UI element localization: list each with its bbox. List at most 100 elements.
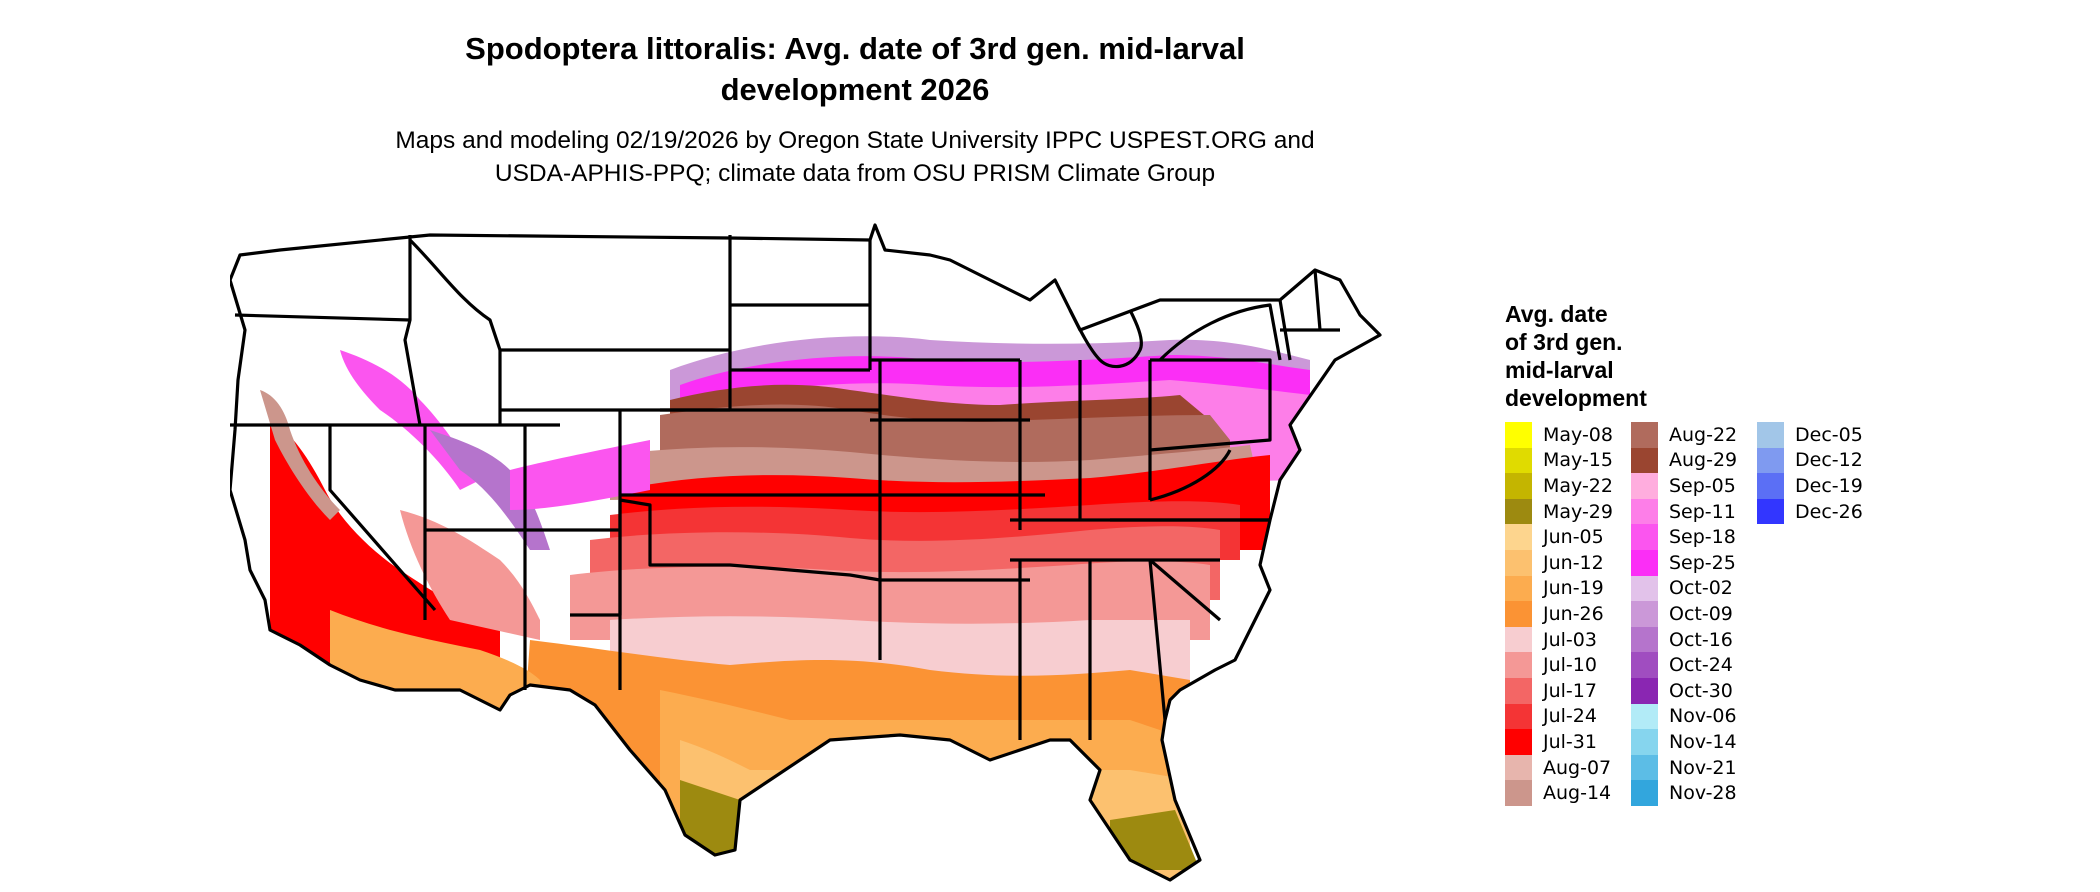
border-ga: [1148, 559, 1167, 721]
legend-item: Dec-05: [1757, 422, 1883, 448]
legend-item: Jun-05: [1505, 524, 1631, 550]
legend-label: Dec-26: [1795, 500, 1863, 523]
legend-item: Aug-07: [1505, 754, 1631, 781]
legend-swatch: [1631, 601, 1658, 627]
legend: Avg. date of 3rd gen. mid-larval develop…: [1505, 300, 1883, 806]
legend-title-line: Avg. date: [1505, 301, 1608, 327]
legend-title: Avg. date of 3rd gen. mid-larval develop…: [1505, 300, 1725, 412]
state-boundaries: [230, 223, 1382, 882]
legend-swatch: [1631, 524, 1658, 550]
legend-label: May-29: [1543, 500, 1613, 523]
legend-item: Sep-18: [1631, 524, 1757, 550]
legend-label: Oct-09: [1669, 602, 1733, 625]
legend-label: Aug-14: [1543, 782, 1612, 805]
legend-item: Oct-24: [1631, 652, 1757, 678]
border-ok-tx: [619, 498, 881, 582]
legend-swatch: [1505, 524, 1532, 550]
legend-column: May-08 May-15 May-22 May-29 Jun-05 Jun-12 Jun-…: [1505, 422, 1631, 806]
legend-column: Dec-05 Dec-12 Dec-19 Dec-26: [1757, 422, 1883, 806]
legend-column: Aug-22 Aug-29 Sep-05 Sep-11 Sep-18 Sep-25 Oct-…: [1631, 422, 1757, 806]
legend-item: Aug-14: [1505, 780, 1631, 806]
legend-item: May-22: [1505, 473, 1631, 499]
legend-item: May-15: [1505, 447, 1631, 474]
legend-swatch: [1631, 447, 1658, 474]
legend-item: Jul-31: [1505, 729, 1631, 755]
legend-swatch: [1631, 703, 1658, 730]
legend-swatch: [1505, 601, 1532, 627]
legend-item: Dec-26: [1757, 498, 1883, 525]
legend-swatch: [1505, 780, 1532, 806]
legend-swatch: [1757, 447, 1784, 474]
legend-label: Jul-17: [1543, 679, 1597, 702]
legend-item: Jun-19: [1505, 575, 1631, 602]
legend-columns: May-08 May-15 May-22 May-29 Jun-05 Jun-12 Jun-…: [1505, 422, 1883, 806]
legend-swatch: [1505, 703, 1532, 730]
legend-label: May-15: [1543, 449, 1613, 472]
legend-swatch: [1505, 652, 1532, 678]
legend-swatch: [1757, 473, 1784, 499]
us-degree-day-map: [230, 223, 1382, 882]
legend-label: Nov-21: [1669, 756, 1737, 779]
legend-item: Jun-26: [1505, 601, 1631, 627]
legend-label: Sep-11: [1669, 500, 1736, 523]
legend-item: Sep-11: [1631, 498, 1757, 525]
legend-label: Jun-26: [1543, 602, 1604, 625]
legend-swatch: [1505, 729, 1532, 755]
legend-item: Nov-14: [1631, 729, 1757, 755]
legend-item: Sep-05: [1631, 473, 1757, 499]
legend-label: Sep-25: [1669, 551, 1736, 574]
legend-label: Oct-16: [1669, 628, 1733, 651]
border-ca-nv: [328, 425, 437, 612]
map-title-line-2: development 2026: [720, 72, 990, 107]
legend-label: May-08: [1543, 423, 1613, 446]
legend-item: Dec-19: [1757, 473, 1883, 499]
legend-label: Nov-06: [1669, 705, 1737, 728]
map-subtitle: Maps and modeling 02/19/2026 by Oregon S…: [280, 124, 1430, 190]
map-subtitle-line-1: Maps and modeling 02/19/2026 by Oregon S…: [395, 127, 1315, 154]
band-nm-magenta: [510, 440, 650, 510]
legend-swatch: [1505, 422, 1532, 448]
legend-swatch: [1757, 422, 1784, 448]
legend-item: Jul-10: [1505, 652, 1631, 678]
legend-swatch: [1631, 575, 1658, 602]
legend-label: Nov-28: [1669, 782, 1737, 805]
legend-swatch: [1631, 626, 1658, 653]
legend-item: May-29: [1505, 498, 1631, 525]
legend-swatch: [1631, 677, 1658, 704]
legend-item: Nov-28: [1631, 780, 1757, 806]
legend-label: Dec-05: [1795, 423, 1863, 446]
legend-item: Nov-06: [1631, 703, 1757, 730]
map-title-line-1: Spodoptera littoralis: Avg. date of 3rd …: [465, 31, 1245, 66]
legend-label: Jul-03: [1543, 628, 1597, 651]
legend-label: Jul-24: [1543, 705, 1597, 728]
border-tx-panhandle: [570, 500, 622, 617]
legend-swatch: [1631, 473, 1658, 499]
legend-label: Dec-19: [1795, 474, 1863, 497]
legend-label: Sep-05: [1669, 474, 1736, 497]
legend-item: Jul-03: [1505, 626, 1631, 653]
legend-swatch: [1505, 754, 1532, 781]
legend-label: Dec-12: [1795, 449, 1863, 472]
border-ga-sc: [1148, 558, 1222, 622]
border-ny: [1158, 303, 1282, 362]
legend-label: Jul-31: [1543, 730, 1597, 753]
legend-label: Sep-18: [1669, 526, 1736, 549]
legend-swatch: [1631, 729, 1658, 755]
legend-item: Oct-16: [1631, 626, 1757, 653]
legend-swatch: [1505, 549, 1532, 576]
band-west-magenta: [340, 350, 480, 490]
legend-label: Aug-07: [1543, 756, 1612, 779]
legend-item: Jun-12: [1505, 549, 1631, 576]
legend-title-line: development: [1505, 385, 1647, 411]
legend-swatch: [1631, 780, 1658, 806]
legend-swatch: [1505, 498, 1532, 525]
band-utah-purple: [430, 430, 550, 550]
legend-item: Oct-09: [1631, 601, 1757, 627]
legend-label: Aug-29: [1669, 449, 1738, 472]
band-may-29-fl: [1110, 810, 1200, 870]
band-sw-pink: [400, 510, 540, 640]
band-sw-red: [270, 420, 500, 690]
legend-item: Aug-29: [1631, 447, 1757, 474]
legend-label: May-22: [1543, 474, 1613, 497]
band-sw-brown: [260, 390, 340, 520]
